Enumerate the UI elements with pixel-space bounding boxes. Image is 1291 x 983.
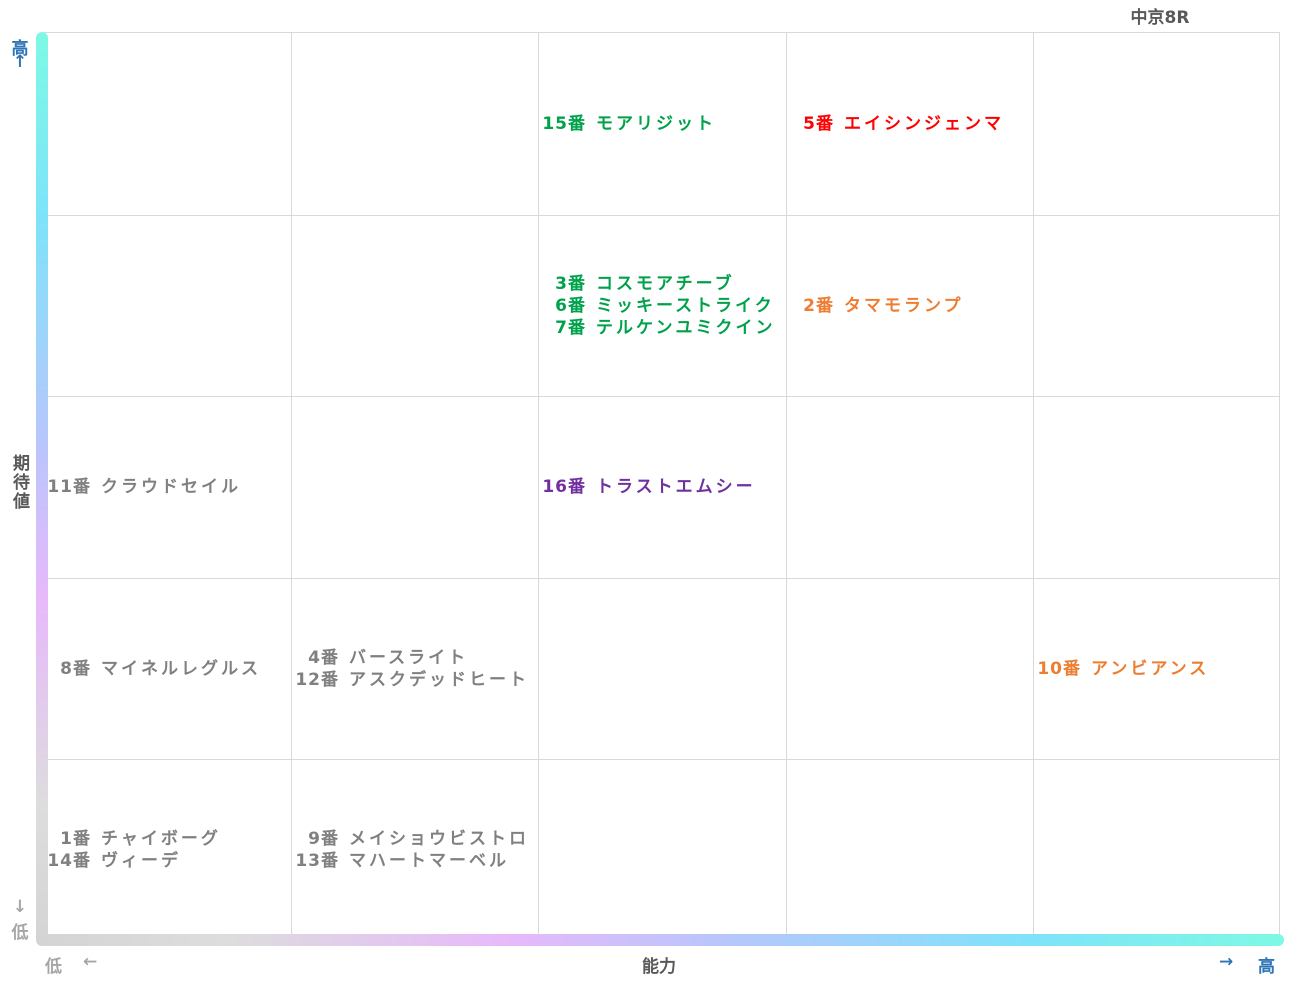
y-axis-down-arrow-icon: ↓ xyxy=(12,897,28,917)
horse-number: 1番 xyxy=(60,829,91,849)
horse-entry: 1番 チャイボーグ xyxy=(43,828,291,850)
horse-name: テルケンユミクイン xyxy=(596,318,776,338)
grid-cell: 11番 クラウドセイル xyxy=(43,396,291,578)
x-axis-low-label: 低 xyxy=(45,957,62,977)
horse-number: 12番 xyxy=(295,670,339,690)
horse-name: コスモアチーブ xyxy=(596,274,735,294)
horse-entry: 3番 コスモアチーブ xyxy=(538,273,786,295)
grid-column-line xyxy=(786,33,787,939)
horse-number: 11番 xyxy=(47,477,91,497)
horse-name: マハートマーベル xyxy=(349,851,509,871)
horse-entry: 16番 トラストエムシー xyxy=(538,476,786,498)
grid-cell: 4番 バースライト 12番 アスクデッドヒート xyxy=(291,578,539,760)
horse-name: モアリジット xyxy=(596,114,716,134)
y-axis-up-arrow-icon: ↑ xyxy=(12,52,28,72)
grid-cell: 8番 マイネルレグルス xyxy=(43,578,291,760)
horse-name: ミッキーストライク xyxy=(596,296,775,316)
chart-grid: 15番 モアリジット 5番 エイシンジェンマ 3番 コスモアチーブ 6番 ミッキーストライク 7… xyxy=(42,32,1280,940)
horse-entry: 4番 バースライト xyxy=(291,647,539,669)
grid-cell: 16番 トラストエムシー xyxy=(538,396,786,578)
grid-cell: 2番 タマモランプ xyxy=(786,215,1034,397)
horse-name: ヴィーデ xyxy=(101,851,181,871)
grid-cell: 3番 コスモアチーブ 6番 ミッキーストライク 7番 テルケンユミクイン xyxy=(538,215,786,397)
grid-cell: 9番 メイショウビストロ 13番 マハートマーベル xyxy=(291,759,539,941)
horse-name: アンビアンス xyxy=(1091,659,1210,679)
x-axis-left-arrow-icon: ← xyxy=(83,952,98,972)
horse-number: 6番 xyxy=(555,296,586,316)
horse-entry: 2番 タマモランプ xyxy=(786,295,1034,317)
horse-number: 8番 xyxy=(60,659,91,679)
horse-entry: 5番 エイシンジェンマ xyxy=(786,113,1034,135)
horse-entry: 10番 アンビアンス xyxy=(1033,658,1281,680)
grid-cell: 1番 チャイボーグ 14番 ヴィーデ xyxy=(43,759,291,941)
horse-name: タマモランプ xyxy=(844,296,964,316)
x-axis-high-label: 高 xyxy=(1258,957,1275,977)
horse-number: 5番 xyxy=(803,114,834,134)
grid-cell: 10番 アンビアンス xyxy=(1033,578,1281,760)
horse-number: 9番 xyxy=(308,829,339,849)
grid-column-line xyxy=(291,33,292,939)
horse-name: チャイボーグ xyxy=(101,829,221,849)
horse-entry: 6番 ミッキーストライク xyxy=(538,295,786,317)
x-axis-right-arrow-icon: → xyxy=(1219,952,1234,972)
horse-number: 10番 xyxy=(1037,659,1081,679)
grid-row-line xyxy=(43,396,1279,397)
horse-number: 2番 xyxy=(803,296,834,316)
horse-number: 15番 xyxy=(542,114,586,134)
grid-cell: 5番 エイシンジェンマ xyxy=(786,33,1034,215)
horse-entry: 15番 モアリジット xyxy=(538,113,786,135)
y-axis-high-label: 高 xyxy=(11,39,29,59)
horse-entry: 14番 ヴィーデ xyxy=(43,850,291,872)
grid-row-line xyxy=(43,215,1279,216)
horse-entry: 13番 マハートマーベル xyxy=(291,850,539,872)
horse-number: 4番 xyxy=(308,648,339,668)
y-axis-arrow xyxy=(36,32,48,944)
horse-number: 7番 xyxy=(555,318,586,338)
race-title: 中京8R xyxy=(1130,8,1190,28)
grid-column-line xyxy=(1033,33,1034,939)
x-axis-arrow xyxy=(36,934,1284,946)
horse-number: 14番 xyxy=(47,851,91,871)
horse-name: エイシンジェンマ xyxy=(844,114,1004,134)
horse-number: 3番 xyxy=(555,274,586,294)
grid-column-line xyxy=(538,33,539,939)
grid-cell: 15番 モアリジット xyxy=(538,33,786,215)
horse-name: マイネルレグルス xyxy=(101,659,261,679)
y-axis-title: 期待値 xyxy=(9,454,29,511)
horse-entry: 9番 メイショウビストロ xyxy=(291,828,539,850)
horse-entry: 11番 クラウドセイル xyxy=(43,476,291,498)
horse-name: トラストエムシー xyxy=(596,477,756,497)
horse-entry: 8番 マイネルレグルス xyxy=(43,658,291,680)
horse-name: メイショウビストロ xyxy=(349,829,529,849)
horse-entry: 7番 テルケンユミクイン xyxy=(538,317,786,339)
horse-name: クラウドセイル xyxy=(101,477,241,497)
x-axis-title: 能力 xyxy=(642,957,676,977)
horse-name: バースライト xyxy=(349,648,469,668)
y-axis-low-label: 低 xyxy=(11,923,29,943)
grid-row-line xyxy=(43,578,1279,579)
horse-name: アスクデッドヒート xyxy=(349,670,529,690)
grid-row-line xyxy=(43,759,1279,760)
horse-number: 16番 xyxy=(542,477,586,497)
horse-entry: 12番 アスクデッドヒート xyxy=(291,669,539,691)
horse-number: 13番 xyxy=(295,851,339,871)
